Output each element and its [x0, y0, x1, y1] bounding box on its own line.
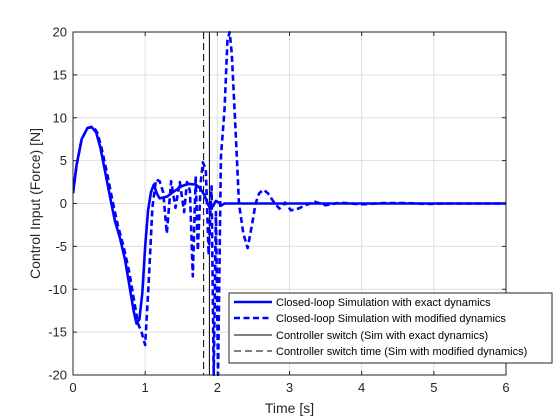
x-tick-label: 6 [502, 380, 509, 395]
x-tick-label: 4 [358, 380, 365, 395]
x-tick-label: 1 [142, 380, 149, 395]
y-tick-label: 20 [53, 25, 67, 40]
y-tick-label: -5 [55, 239, 67, 254]
legend-entry-switch-exact: Controller switch (Sim with exact dynami… [276, 330, 488, 342]
x-tick-label: 3 [286, 380, 293, 395]
y-tick-label: 10 [53, 110, 67, 125]
y-tick-label: -15 [48, 325, 67, 340]
legend-entry-exact-dynamics: Closed-loop Simulation with exact dynami… [276, 297, 491, 309]
legend: Closed-loop Simulation with exact dynami… [228, 292, 553, 364]
x-axis-label: Time [s] [265, 400, 314, 416]
series [73, 31, 506, 376]
y-axis-label: Control Input (Force) [N] [27, 128, 43, 279]
legend-entry-switch-modified: Controller switch time (Sim with modifie… [276, 346, 527, 358]
y-tick-label: 0 [60, 196, 67, 211]
x-tick-label: 0 [69, 380, 76, 395]
y-tick-label: -10 [48, 282, 67, 297]
controller-switch-lines [203, 32, 210, 375]
legend-box [228, 292, 553, 364]
y-tick-label: 5 [60, 153, 67, 168]
y-tick-label: 15 [53, 67, 67, 82]
series-line-modified-dynamics [73, 31, 506, 376]
ticks: 0 1 2 3 4 5 6 -20 -15 -10 -5 0 5 10 15 20 [48, 25, 509, 396]
series-line-exact-dynamics [73, 125, 506, 325]
y-tick-label: -20 [48, 368, 67, 383]
legend-entry-modified-dynamics: Closed-loop Simulation with modified dyn… [276, 313, 506, 325]
x-tick-label: 5 [430, 380, 437, 395]
x-tick-label: 2 [214, 380, 221, 395]
